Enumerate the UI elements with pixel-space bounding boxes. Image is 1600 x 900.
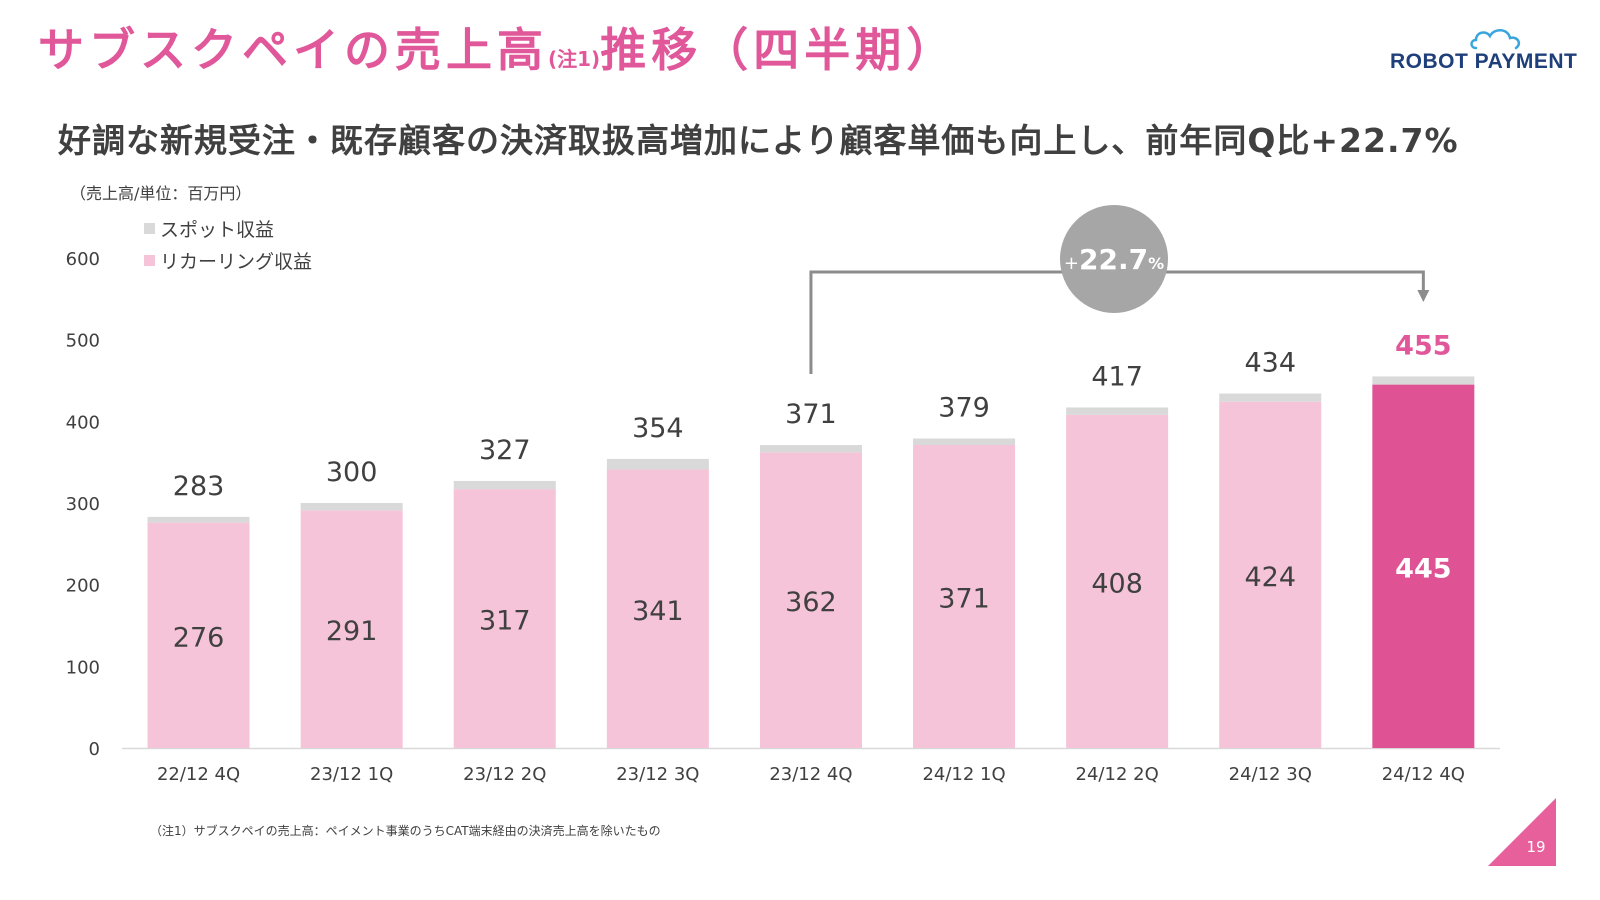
data-label-recurring: 445 <box>1395 553 1451 584</box>
y-tick-label: 100 <box>66 657 100 678</box>
page-title: サブスクペイの売上高(注1)推移（四半期） <box>38 14 957 80</box>
bar-recurring <box>300 510 403 748</box>
growth-label: +22.7% <box>1064 243 1164 276</box>
bar-recurring <box>913 445 1016 748</box>
data-label-total: 455 <box>1395 330 1451 361</box>
data-label-total: 300 <box>326 457 378 488</box>
cloud-icon <box>1470 29 1521 50</box>
y-tick-label: 200 <box>66 576 100 597</box>
legend-swatch-spot <box>144 222 155 234</box>
bar-recurring <box>453 489 556 748</box>
footnote: （注1）サブスクペイの売上高：ペイメント事業のうちCAT端末経由の決済売上高を除… <box>150 824 661 838</box>
y-tick-label: 500 <box>66 331 100 352</box>
data-label-recurring: 291 <box>326 616 378 647</box>
bar-recurring <box>759 452 862 748</box>
x-tick-label: 24/12 1Q <box>922 764 1005 785</box>
y-tick-label: 300 <box>66 494 100 515</box>
title-tail: 推移（四半期） <box>600 23 958 77</box>
title-main: サブスクペイの売上高 <box>38 23 548 77</box>
x-tick-label: 24/12 2Q <box>1076 764 1159 785</box>
bar-spot <box>147 516 250 523</box>
logo-text: ROBOT PAYMENT <box>1390 50 1578 73</box>
bar-spot <box>913 438 1016 446</box>
data-label-recurring: 424 <box>1244 562 1296 593</box>
data-label-total: 379 <box>938 392 990 423</box>
bar-recurring <box>1219 401 1322 748</box>
x-tick-label: 23/12 4Q <box>769 764 852 785</box>
x-tick-label: 24/12 4Q <box>1382 764 1465 785</box>
x-tick-label: 24/12 3Q <box>1229 764 1312 785</box>
data-label-recurring: 408 <box>1091 568 1143 599</box>
y-tick-label: 0 <box>89 739 100 760</box>
x-tick-label: 23/12 3Q <box>616 764 699 785</box>
data-label-total: 327 <box>479 435 531 466</box>
y-tick-label: 400 <box>66 412 100 433</box>
page-corner-triangle <box>1488 798 1556 866</box>
data-label-recurring: 317 <box>479 606 531 637</box>
x-tick-label: 23/12 2Q <box>463 764 546 785</box>
page-number: 19 <box>1526 838 1546 856</box>
bar-spot <box>1372 376 1475 385</box>
bar-recurring <box>1372 384 1475 748</box>
legend-item-recurring: リカーリング収益 <box>144 244 312 276</box>
data-label-recurring: 276 <box>173 622 225 653</box>
legend-swatch-recurring <box>144 254 155 266</box>
data-label-total: 371 <box>785 399 837 430</box>
bar-recurring <box>147 522 250 748</box>
data-label-recurring: 371 <box>938 584 990 615</box>
growth-arrowhead <box>1417 290 1430 302</box>
bar-spot <box>453 480 556 490</box>
data-label-total: 283 <box>173 471 225 502</box>
y-tick-label: 600 <box>66 249 100 270</box>
unit-label: （売上高/単位：百万円） <box>70 184 252 203</box>
title-note: (注1) <box>548 47 601 71</box>
legend: スポット収益 リカーリング収益 <box>144 212 312 276</box>
bar-recurring <box>1066 414 1169 748</box>
legend-item-spot: スポット収益 <box>144 212 312 244</box>
data-label-total: 417 <box>1091 361 1143 392</box>
robot-payment-logo: ROBOT PAYMENT <box>1390 26 1577 76</box>
x-tick-label: 23/12 1Q <box>310 764 393 785</box>
bar-spot <box>606 458 709 470</box>
bar-spot <box>1219 393 1322 402</box>
bar-recurring <box>606 469 709 748</box>
data-label-total: 354 <box>632 413 684 444</box>
subtitle: 好調な新規受注・既存顧客の決済取扱高増加により顧客単価も向上し、前年同Q比+22… <box>58 121 1459 160</box>
data-label-recurring: 341 <box>632 596 684 627</box>
bar-spot <box>1066 407 1169 415</box>
bar-spot <box>759 445 862 453</box>
x-tick-label: 22/12 4Q <box>157 764 240 785</box>
growth-circle <box>1060 205 1168 313</box>
legend-label-recurring: リカーリング収益 <box>160 250 313 273</box>
data-label-recurring: 362 <box>785 587 837 618</box>
bar-spot <box>300 503 403 511</box>
data-label-total: 434 <box>1244 348 1296 379</box>
legend-label-spot: スポット収益 <box>160 218 275 241</box>
